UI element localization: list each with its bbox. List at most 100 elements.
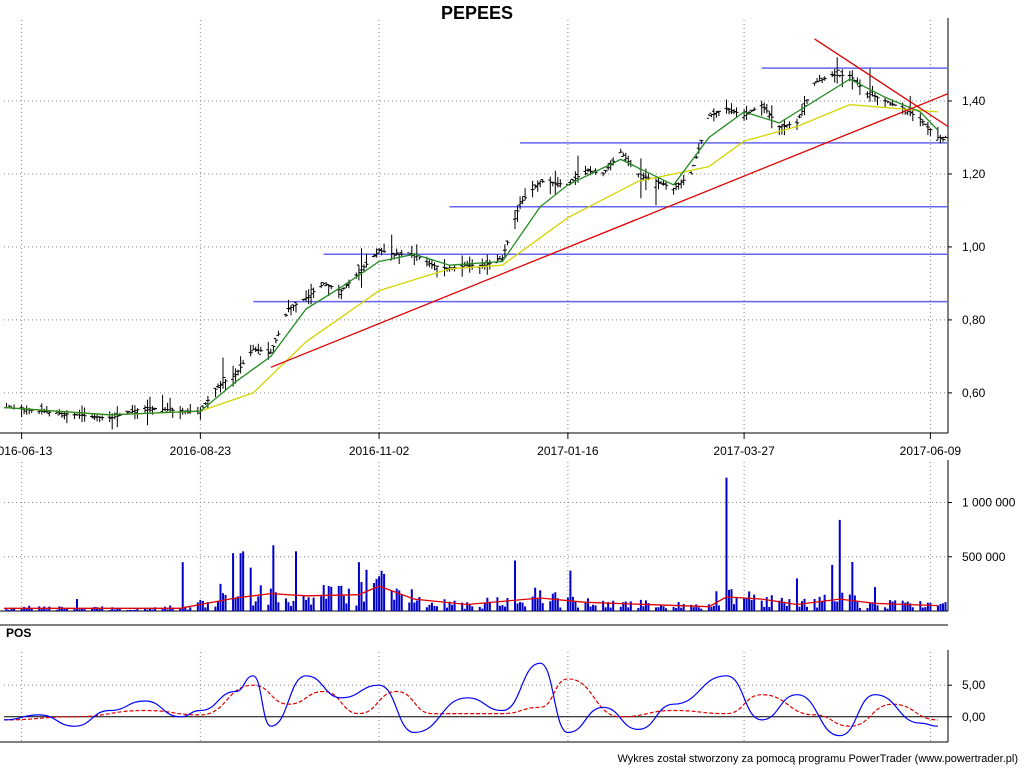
ohlc-bar — [470, 259, 475, 270]
ohlc-bar — [346, 279, 351, 289]
ohlc-bar — [324, 282, 329, 287]
ohlc-bar — [762, 102, 767, 114]
ohlc-bar — [132, 405, 137, 420]
y-tick-label: 5,00 — [962, 678, 986, 692]
ohlc-bar — [601, 172, 606, 177]
ohlc-bar — [339, 288, 344, 300]
ohlc-bar — [822, 76, 827, 81]
ohlc-bar — [309, 283, 314, 305]
ohlc-bar — [868, 68, 872, 102]
volume-ma-line — [4, 585, 938, 609]
ohlc-bar — [893, 104, 898, 106]
ohlc-bar — [830, 71, 835, 78]
ohlc-bar — [364, 253, 369, 268]
pos-signal-line — [3, 678, 938, 727]
ohlc-bar — [573, 171, 578, 185]
ohlc-bar — [198, 406, 203, 420]
ohlc-bar — [938, 134, 943, 144]
ohlc-bar — [221, 357, 225, 389]
ohlc-bar — [289, 305, 293, 316]
ohlc-bar — [110, 413, 115, 430]
ohlc-bar — [90, 413, 95, 419]
ohlc-bar — [238, 356, 243, 374]
ohlc-bar — [520, 196, 525, 205]
ohlc-bar — [301, 298, 306, 302]
ohlc-bar — [291, 304, 296, 311]
ohlc-bar — [923, 123, 928, 126]
x-tick-label: 2016-08-23 — [170, 444, 232, 458]
ohlc-bar — [533, 184, 538, 189]
ohlc-bar — [442, 259, 447, 277]
ohlc-bar — [820, 77, 825, 83]
ohlc-bar — [764, 104, 769, 114]
ohlc-bar — [835, 57, 840, 84]
ohlc-bar — [661, 180, 666, 186]
ohlc-bar — [223, 377, 228, 392]
ohlc-bar — [553, 170, 558, 194]
ohlc-bar — [356, 264, 361, 281]
ohlc-bar — [802, 95, 807, 116]
ohlc-bar — [467, 256, 472, 273]
ohlc-bar — [59, 412, 64, 418]
pos-line — [3, 662, 938, 737]
ohlc-bar — [409, 245, 414, 258]
ohlc-bar — [724, 99, 729, 114]
ohlc-bar — [294, 301, 298, 313]
ohlc-bar — [711, 108, 716, 122]
y-tick-label: 0,00 — [962, 710, 986, 724]
ohlc-bar — [570, 178, 575, 182]
ohlc-bar — [460, 255, 465, 277]
ohlc-bar — [727, 108, 731, 115]
ohlc-bar — [80, 405, 84, 423]
ohlc-bar — [497, 256, 502, 260]
ohlc-bar — [812, 82, 817, 86]
ohlc-bar — [654, 177, 658, 206]
ohlc-bar — [127, 410, 132, 413]
ohlc-bar — [505, 240, 510, 246]
ohlc-bar — [389, 234, 394, 261]
ohlc-bar — [920, 119, 925, 126]
ohlc-bar — [729, 103, 734, 115]
trend-line — [814, 38, 949, 128]
ohlc-bar — [875, 95, 880, 106]
ohlc-bar — [782, 119, 787, 136]
ohlc-bar — [538, 180, 543, 188]
ohlc-bar — [218, 381, 223, 393]
ohlc-bar — [429, 260, 434, 269]
ohlc-bar — [523, 188, 528, 201]
ohlc-bar — [883, 97, 888, 108]
ohlc-bar — [188, 404, 193, 414]
ohlc-bar — [256, 343, 261, 354]
ohlc-bar — [286, 299, 291, 313]
ohlc-bar — [231, 365, 236, 387]
ohlc-bar — [115, 406, 120, 428]
ohlc-bar — [515, 205, 520, 222]
ohlc-bar — [273, 338, 278, 344]
ohlc-bar — [319, 281, 324, 288]
ohlc-bar — [691, 164, 696, 167]
ohlc-bar — [905, 110, 910, 116]
ohlc-bar — [216, 383, 220, 389]
ohlc-bar — [689, 171, 694, 175]
ohlc-bar — [636, 173, 641, 178]
fast-ma-line — [3, 78, 939, 416]
ohlc-bar — [399, 250, 404, 257]
ohlc-bar — [148, 396, 152, 414]
ohlc-bar — [641, 172, 646, 181]
y-tick-label: 0,60 — [962, 386, 986, 400]
ohlc-bar — [236, 369, 241, 376]
ohlc-bar — [203, 402, 208, 405]
ohlc-bar — [97, 415, 102, 422]
ohlc-bar — [248, 344, 253, 357]
ohlc-bar — [394, 248, 399, 256]
ohlc-bar — [555, 176, 560, 188]
ohlc-bar — [160, 394, 165, 414]
ohlc-bar — [329, 285, 334, 290]
ohlc-bar — [918, 113, 923, 127]
ohlc-bar — [621, 152, 626, 157]
chart-title: PEPEES — [441, 3, 513, 23]
ohlc-bar — [168, 397, 173, 413]
ohlc-bar — [341, 287, 346, 290]
